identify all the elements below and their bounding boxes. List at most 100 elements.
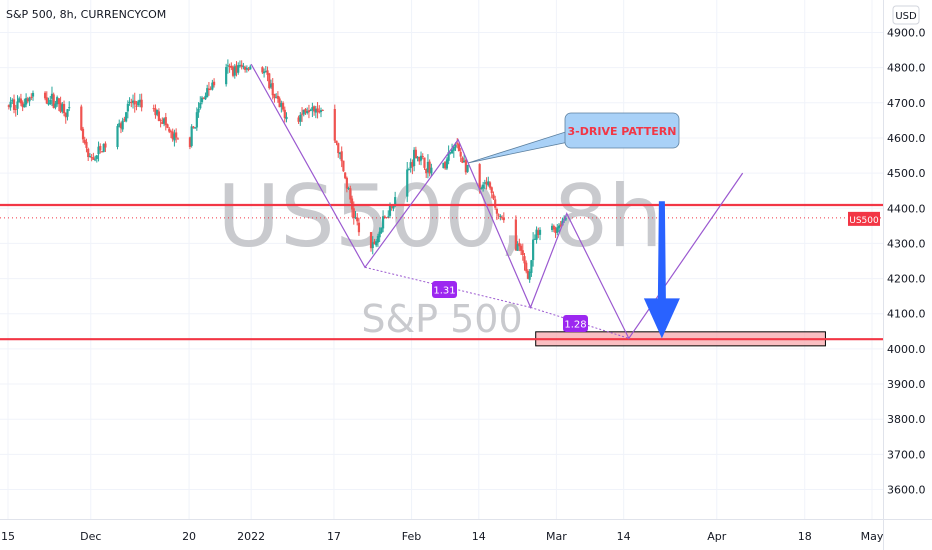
y-tick-label: 4500.0	[887, 167, 926, 180]
y-tick-label: 3700.0	[887, 448, 926, 461]
candle-body	[442, 162, 445, 169]
candle-body	[378, 231, 381, 238]
candle-body	[100, 151, 104, 153]
candle-body	[411, 162, 414, 167]
candle-body	[302, 109, 305, 115]
x-tick-label: Feb	[402, 530, 421, 543]
candle-body	[426, 161, 430, 173]
candle-body	[392, 205, 395, 209]
candle-body	[244, 66, 247, 70]
y-tick-label: 4300.0	[887, 237, 926, 250]
ratio-label-2-bg[interactable]	[563, 315, 588, 332]
candle-body	[369, 232, 373, 249]
candle-body	[126, 103, 129, 112]
candle-body	[487, 181, 490, 186]
candle-body	[421, 156, 424, 158]
candle-body	[264, 71, 267, 73]
candle-body	[156, 110, 159, 115]
candle-body	[478, 164, 481, 190]
candle-body	[81, 128, 85, 140]
candle-body	[318, 110, 321, 113]
candle-body	[342, 160, 345, 172]
x-tick-label: Apr	[707, 530, 727, 543]
callout-text[interactable]: 3-DRIVE PATTERN	[568, 125, 677, 138]
candle-body	[525, 262, 528, 272]
candle-body	[552, 225, 555, 230]
candle-body	[394, 197, 397, 207]
candle-body	[261, 67, 264, 73]
candle-body	[18, 98, 21, 102]
candle-body	[532, 239, 535, 261]
candle-body	[104, 143, 107, 148]
candle-body	[202, 97, 205, 99]
candle-body	[99, 145, 102, 151]
ratio-label-1-bg[interactable]	[432, 281, 457, 298]
candle-body	[230, 65, 233, 69]
candle-body	[235, 65, 238, 73]
candle-body	[176, 138, 179, 140]
candle-body	[519, 245, 523, 251]
candle-body	[204, 95, 207, 100]
candle-body	[564, 218, 567, 220]
candle-body	[528, 271, 531, 280]
ratio-label-1[interactable]: 1.31	[433, 286, 455, 297]
candle-body	[449, 152, 452, 154]
x-tick-label: 20	[182, 530, 196, 543]
callout-box[interactable]	[564, 112, 680, 149]
candle-body	[199, 102, 202, 109]
candle-body	[140, 99, 143, 108]
candle-body	[237, 65, 240, 73]
annotations[interactable]: 1.31 1.28 3-DRIVE PATTERN	[432, 112, 680, 339]
candle-body	[95, 155, 98, 159]
candle-body	[445, 159, 448, 169]
candle-body	[85, 141, 88, 148]
candle-body	[268, 73, 271, 89]
candle-body	[387, 216, 390, 218]
candle-body	[209, 88, 212, 90]
candle-body	[347, 188, 350, 190]
ratio-label-2[interactable]: 1.28	[564, 320, 586, 331]
candle-body	[314, 108, 317, 113]
candle-body	[533, 238, 536, 240]
candle-body	[102, 143, 105, 152]
x-tick-label: Dec	[80, 530, 101, 543]
candle-body	[425, 168, 428, 174]
candle-body	[357, 222, 361, 233]
candle-body	[416, 156, 419, 159]
candle-body	[371, 242, 374, 249]
candle-body	[47, 103, 50, 105]
x-tick-label: May	[861, 530, 884, 543]
candle-body	[275, 97, 278, 99]
candle-body	[385, 217, 388, 219]
candle-body	[135, 105, 138, 107]
candle-body	[494, 199, 497, 208]
candle-body	[188, 137, 192, 147]
candle-body	[245, 68, 248, 70]
candle-body	[116, 126, 119, 148]
candle-body	[444, 161, 447, 169]
candle-body	[175, 132, 178, 138]
candle-body	[190, 126, 193, 146]
candle-body	[231, 67, 235, 76]
candle-body	[278, 98, 281, 108]
candle-body	[373, 241, 376, 245]
candle-body	[335, 140, 338, 143]
candle-body	[388, 205, 392, 216]
y-axis[interactable]: 3600.0 3700.0 3800.0 3900.0 4000.0 4100.0 4200…	[883, 0, 932, 519]
candle-body	[380, 227, 383, 233]
candle-body	[162, 118, 166, 124]
candle-body	[297, 117, 300, 122]
candle-body	[407, 168, 411, 170]
candle-body	[271, 83, 274, 96]
candle-body	[554, 228, 557, 233]
candle-body	[556, 227, 559, 233]
candle-body	[88, 156, 92, 158]
currency-badge[interactable]: USD	[892, 5, 920, 25]
candle-body	[52, 94, 55, 108]
candle-body	[273, 93, 276, 98]
candle-body	[54, 103, 57, 108]
candle-body	[304, 108, 307, 113]
candle-body	[57, 98, 60, 104]
